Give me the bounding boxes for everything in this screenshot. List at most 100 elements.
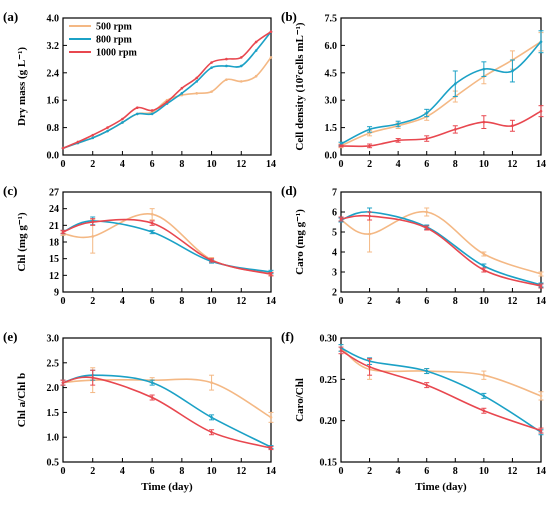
data-point bbox=[106, 126, 109, 129]
data-point bbox=[91, 220, 95, 224]
y-tick-label: 2.4 bbox=[47, 68, 60, 79]
y-tick-label: 1.5 bbox=[47, 408, 60, 419]
panel-a: 0 2 4 6 8 10 12 14 0.0 0.8 1.6 2.4 3.2 4.0 (a) Dry mass… bbox=[3, 9, 276, 170]
data-point bbox=[539, 109, 543, 113]
data-point bbox=[180, 92, 184, 95]
x-tick-label: 12 bbox=[507, 159, 517, 170]
series-1000-rpm bbox=[60, 218, 274, 277]
data-point bbox=[121, 117, 124, 121]
x-tick-label: 14 bbox=[266, 159, 276, 170]
data-point bbox=[453, 82, 457, 86]
data-point bbox=[482, 67, 486, 71]
data-point bbox=[239, 80, 243, 83]
y-tick-label: 2 bbox=[332, 288, 337, 299]
x-tick-label: 4 bbox=[120, 159, 125, 170]
data-point bbox=[121, 121, 124, 124]
data-point bbox=[106, 129, 109, 133]
x-tick-label: 0 bbox=[339, 466, 344, 477]
data-point bbox=[150, 212, 154, 216]
y-tick-label: 0.8 bbox=[47, 123, 60, 134]
y-tick-label: 7 bbox=[332, 188, 337, 199]
y-tick-label: 0.15 bbox=[320, 458, 338, 469]
data-point bbox=[254, 49, 258, 52]
series-1000-rpm bbox=[338, 211, 544, 289]
data-point bbox=[539, 272, 543, 276]
series-800-rpm bbox=[61, 30, 273, 150]
x-tick-label: 6 bbox=[150, 296, 155, 307]
series-line bbox=[62, 213, 272, 275]
data-point bbox=[225, 57, 228, 61]
data-point bbox=[239, 56, 243, 59]
data-point bbox=[210, 430, 213, 434]
y-tick-label: 9 bbox=[54, 288, 59, 299]
legend: 500 rpm 800 rpm 1000 rpm bbox=[69, 22, 138, 59]
series-line bbox=[340, 110, 542, 148]
data-point bbox=[195, 80, 199, 83]
data-point bbox=[368, 144, 371, 148]
x-tick-label: 4 bbox=[120, 296, 125, 307]
x-tick-label: 6 bbox=[424, 159, 429, 170]
x-tick-label: 0 bbox=[61, 159, 66, 170]
data-point bbox=[482, 373, 486, 377]
series-1000-rpm bbox=[338, 105, 544, 149]
x-tick-label: 6 bbox=[150, 159, 155, 170]
data-point bbox=[339, 144, 343, 148]
legend-label: 800 rpm bbox=[96, 35, 133, 46]
legend-label: 500 rpm bbox=[96, 22, 133, 33]
series-line bbox=[340, 347, 542, 433]
data-point bbox=[165, 100, 169, 104]
x-axis-label: Time (day) bbox=[415, 481, 467, 493]
y-tick-label: 15 bbox=[49, 254, 59, 265]
series-line bbox=[62, 374, 272, 448]
data-point bbox=[150, 396, 154, 399]
plot-frame bbox=[340, 191, 542, 293]
y-tick-label: 3.0 bbox=[47, 334, 60, 345]
data-point bbox=[210, 66, 213, 69]
data-point bbox=[150, 221, 154, 225]
data-point bbox=[61, 146, 65, 150]
panel-label: (d) bbox=[281, 183, 297, 198]
x-tick-label: 4 bbox=[396, 159, 401, 170]
series-line bbox=[62, 31, 272, 149]
x-tick-label: 10 bbox=[479, 159, 489, 170]
series-line bbox=[62, 376, 272, 449]
plot-frame bbox=[62, 17, 272, 156]
data-point bbox=[91, 133, 95, 137]
data-point bbox=[482, 120, 486, 124]
x-tick-label: 8 bbox=[453, 296, 458, 307]
y-axis-label: Chl a/Chl b bbox=[16, 373, 28, 427]
x-tick-label: 4 bbox=[120, 466, 125, 477]
data-point bbox=[425, 137, 429, 140]
data-point bbox=[368, 232, 371, 236]
panel-b: 0 2 4 6 8 10 12 14 0.0 1.5 3.0 4.5 6.0 7.5 (b)Cell den… bbox=[281, 9, 546, 170]
y-tick-label: 21 bbox=[49, 221, 59, 232]
series-1000-rpm bbox=[338, 346, 544, 434]
data-point bbox=[210, 381, 213, 384]
y-tick-label: 2.5 bbox=[47, 358, 60, 369]
data-point bbox=[269, 30, 273, 33]
panel-label: (c) bbox=[3, 183, 17, 198]
x-tick-label: 8 bbox=[179, 159, 184, 170]
data-point bbox=[339, 217, 343, 221]
y-tick-label: 0.30 bbox=[320, 334, 338, 345]
data-point bbox=[425, 226, 429, 230]
y-tick-label: 1.6 bbox=[47, 96, 60, 107]
data-point bbox=[396, 122, 400, 126]
data-point bbox=[210, 259, 213, 262]
x-tick-label: 4 bbox=[396, 296, 401, 307]
data-point bbox=[225, 78, 228, 81]
series-line bbox=[62, 220, 272, 273]
x-tick-label: 2 bbox=[367, 296, 372, 307]
series-line bbox=[340, 41, 542, 145]
x-tick-label: 10 bbox=[479, 296, 489, 307]
data-point bbox=[195, 76, 199, 80]
data-point bbox=[539, 394, 543, 398]
data-point bbox=[368, 128, 371, 131]
plot-frame bbox=[62, 191, 272, 293]
series-1000-rpm bbox=[61, 30, 273, 150]
plot-frame bbox=[340, 17, 542, 156]
data-point bbox=[225, 64, 228, 68]
data-point bbox=[539, 429, 543, 432]
